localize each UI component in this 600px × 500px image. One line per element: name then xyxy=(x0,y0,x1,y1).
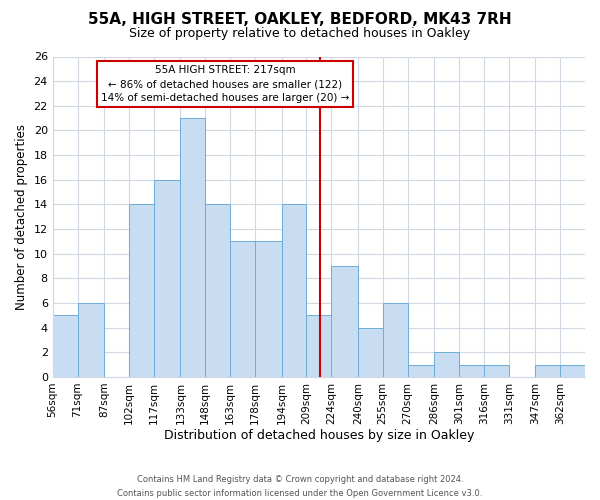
Bar xyxy=(484,364,509,377)
Bar xyxy=(535,364,560,377)
Bar xyxy=(358,328,383,377)
Text: 55A, HIGH STREET, OAKLEY, BEDFORD, MK43 7RH: 55A, HIGH STREET, OAKLEY, BEDFORD, MK43 … xyxy=(88,12,512,28)
Bar xyxy=(255,242,281,377)
Bar xyxy=(77,303,104,377)
Bar xyxy=(281,204,307,377)
Bar xyxy=(560,364,585,377)
Bar xyxy=(407,364,434,377)
Text: Size of property relative to detached houses in Oakley: Size of property relative to detached ho… xyxy=(130,28,470,40)
Bar xyxy=(307,316,331,377)
Bar xyxy=(434,352,459,377)
Bar xyxy=(459,364,484,377)
Bar xyxy=(154,180,181,377)
Bar xyxy=(383,303,407,377)
Bar xyxy=(53,316,77,377)
Bar xyxy=(181,118,205,377)
Y-axis label: Number of detached properties: Number of detached properties xyxy=(15,124,28,310)
Bar xyxy=(331,266,358,377)
Text: Contains HM Land Registry data © Crown copyright and database right 2024.
Contai: Contains HM Land Registry data © Crown c… xyxy=(118,476,482,498)
Bar xyxy=(205,204,230,377)
Bar xyxy=(129,204,154,377)
Text: 55A HIGH STREET: 217sqm
← 86% of detached houses are smaller (122)
14% of semi-d: 55A HIGH STREET: 217sqm ← 86% of detache… xyxy=(101,65,349,103)
Bar xyxy=(230,242,255,377)
X-axis label: Distribution of detached houses by size in Oakley: Distribution of detached houses by size … xyxy=(164,430,474,442)
